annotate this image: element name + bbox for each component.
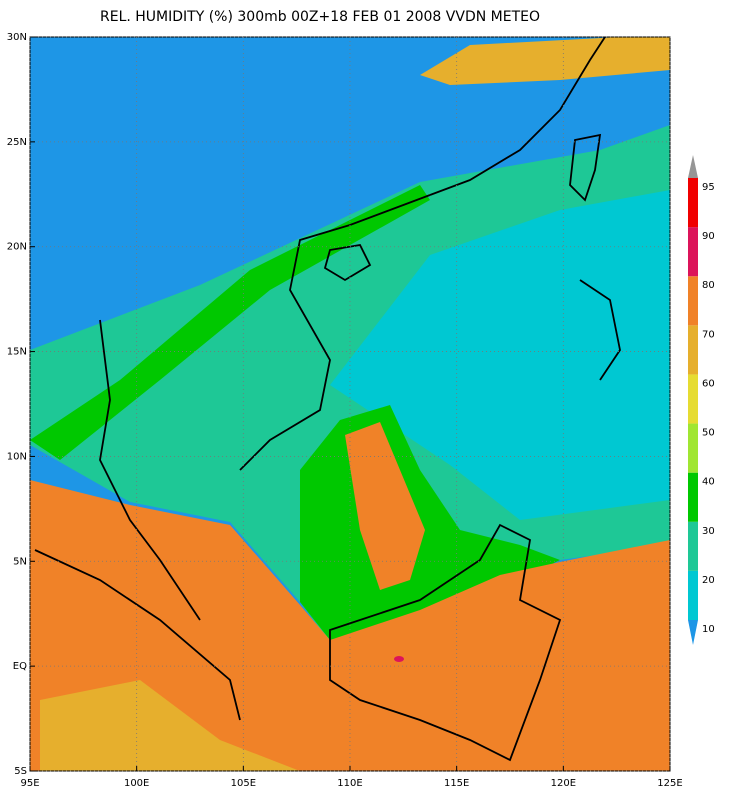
y-tick-label: 25N: [7, 137, 27, 148]
colorbar-label: 70: [702, 329, 715, 340]
x-tick-label: 125E: [657, 778, 682, 789]
colorbar-band: [688, 521, 698, 571]
field-green: [30, 185, 430, 460]
colorbar-label: 10: [702, 624, 715, 635]
field-wet: [30, 480, 670, 771]
colorbar-band: [688, 276, 698, 326]
coastline: [429, 36, 606, 196]
humidity-field: [30, 37, 670, 771]
colorbar-label: 60: [702, 378, 715, 389]
coastline: [34, 549, 241, 721]
colorbar-band: [688, 178, 698, 228]
colorbar-band: [688, 227, 698, 277]
y-tick-label: 20N: [7, 242, 27, 253]
colorbar-label: 80: [702, 280, 715, 291]
colorbar-band: [688, 472, 698, 522]
x-tick-label: 100E: [124, 778, 149, 789]
field-peak: [394, 656, 404, 662]
x-tick-label: 115E: [444, 778, 469, 789]
coastline: [239, 194, 431, 471]
colorbar-arrow: [688, 155, 698, 178]
coastlines: [34, 36, 621, 762]
field-gold: [420, 37, 670, 85]
colorbar-band: [688, 423, 698, 473]
x-tick-label: 105E: [231, 778, 256, 789]
y-tick-label: 30N: [7, 32, 27, 43]
colorbar-band: [688, 570, 698, 620]
colorbar-band: [688, 374, 698, 424]
colorbar-label: 50: [702, 428, 715, 439]
map-title: REL. HUMIDITY (%) 300mb 00Z+18 FEB 01 20…: [100, 9, 540, 25]
colorbar-label: 95: [702, 182, 715, 193]
colorbar-label: 90: [702, 231, 715, 242]
colorbar-arrow: [688, 620, 698, 645]
field-gold: [40, 680, 300, 771]
y-tick-label: 15N: [7, 347, 27, 358]
y-tick-label: 5S: [14, 766, 27, 777]
coastline: [323, 244, 372, 282]
coastline: [99, 319, 201, 621]
coastline: [569, 133, 602, 202]
colorbar-label: 20: [702, 575, 715, 586]
coastline: [329, 523, 562, 762]
y-tick-label: 5N: [13, 556, 27, 567]
x-tick-label: 95E: [20, 778, 39, 789]
x-tick-label: 120E: [551, 778, 576, 789]
colorbar-band: [688, 325, 698, 375]
field-wet: [345, 422, 425, 590]
y-tick-label: 10N: [7, 451, 27, 462]
y-tick-label: EQ: [13, 661, 27, 672]
field-cyan: [330, 190, 670, 520]
colorbar-label: 30: [702, 526, 715, 537]
x-tick-label: 110E: [337, 778, 362, 789]
colorbar-label: 40: [702, 477, 715, 488]
coastline: [579, 279, 621, 381]
